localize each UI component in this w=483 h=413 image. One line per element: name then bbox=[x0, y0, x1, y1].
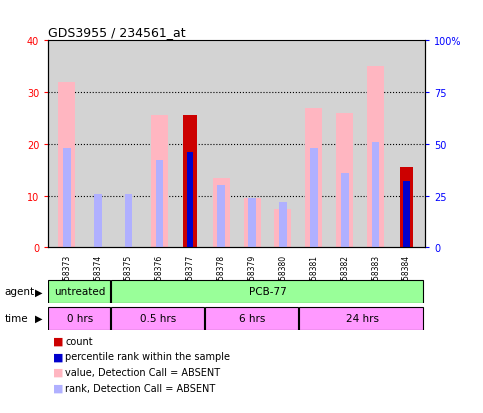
Bar bbox=[58, 83, 75, 248]
Bar bbox=[184, 116, 197, 248]
Text: ■: ■ bbox=[53, 351, 64, 361]
Text: rank, Detection Call = ABSENT: rank, Detection Call = ABSENT bbox=[65, 383, 215, 393]
Text: 24 hrs: 24 hrs bbox=[346, 313, 379, 323]
Bar bbox=[399, 168, 413, 248]
Bar bbox=[48, 307, 110, 330]
Bar bbox=[310, 149, 318, 248]
Bar bbox=[125, 194, 132, 248]
Bar bbox=[372, 142, 380, 248]
Bar bbox=[156, 161, 163, 248]
Bar bbox=[48, 280, 110, 303]
Text: ■: ■ bbox=[53, 367, 64, 377]
Text: PCB-77: PCB-77 bbox=[249, 287, 287, 297]
Bar bbox=[336, 114, 353, 248]
Bar bbox=[341, 173, 349, 248]
Bar bbox=[299, 307, 424, 330]
Bar bbox=[111, 280, 424, 303]
Text: agent: agent bbox=[5, 287, 35, 297]
Bar bbox=[243, 199, 261, 248]
Text: time: time bbox=[5, 313, 28, 323]
Bar bbox=[94, 194, 101, 248]
Bar bbox=[217, 186, 225, 248]
Text: 6 hrs: 6 hrs bbox=[239, 313, 266, 323]
Bar bbox=[63, 149, 71, 248]
Text: percentile rank within the sample: percentile rank within the sample bbox=[65, 351, 230, 361]
Text: count: count bbox=[65, 336, 93, 346]
Text: value, Detection Call = ABSENT: value, Detection Call = ABSENT bbox=[65, 367, 220, 377]
Text: ▶: ▶ bbox=[35, 313, 43, 323]
Text: ■: ■ bbox=[53, 383, 64, 393]
Text: ■: ■ bbox=[53, 336, 64, 346]
Bar bbox=[186, 153, 194, 248]
Bar bbox=[248, 198, 256, 248]
Text: GDS3955 / 234561_at: GDS3955 / 234561_at bbox=[48, 26, 186, 39]
Text: 0.5 hrs: 0.5 hrs bbox=[140, 313, 176, 323]
Text: ▶: ▶ bbox=[35, 287, 43, 297]
Bar bbox=[205, 307, 298, 330]
Bar bbox=[279, 202, 287, 248]
Bar bbox=[111, 307, 204, 330]
Bar bbox=[274, 209, 291, 248]
Bar bbox=[305, 108, 322, 248]
Text: untreated: untreated bbox=[54, 287, 105, 297]
Bar bbox=[403, 182, 410, 248]
Bar bbox=[367, 67, 384, 248]
Bar bbox=[151, 116, 168, 248]
Bar bbox=[213, 178, 230, 248]
Text: 0 hrs: 0 hrs bbox=[67, 313, 93, 323]
Bar bbox=[187, 153, 193, 248]
